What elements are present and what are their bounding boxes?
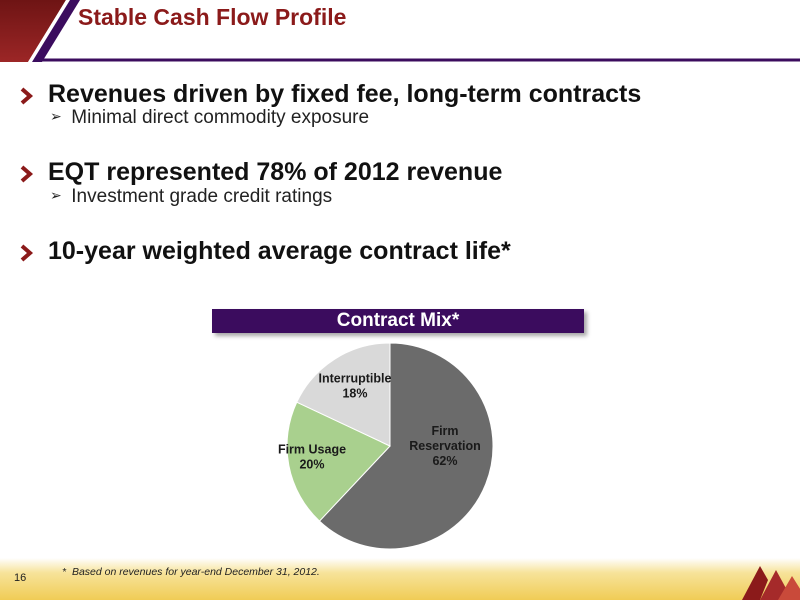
bullet-text: Revenues driven by fixed fee, long-term … [48,80,642,108]
chevron-right-icon [20,87,34,105]
chevron-right-icon [20,165,34,183]
sub-bullet-text: Minimal direct commodity exposure [71,107,370,128]
arrow-icon: ➢ [50,187,62,203]
sub-bullet: ➢ Minimal direct commodity exposure [50,107,369,129]
footnote-marker: * [62,566,67,578]
header-band: Stable Cash Flow Profile [0,0,800,62]
sub-bullet: ➢ Investment grade credit ratings [50,186,332,208]
company-logo [742,566,800,600]
page-number: 16 [14,572,27,584]
pie-slice-interruptible [296,342,391,447]
footnote: * Based on revenues for year-end Decembe… [62,566,320,578]
footer-band [0,550,800,600]
pie-chart: Firm Reservation 62% Firm Usage 20% Interrupt… [278,342,494,550]
footnote-text: Based on revenues for year-end December … [71,566,320,578]
sub-bullet-text: Investment grade credit ratings [71,186,333,207]
pie-label: Firm Reservation 62% [409,424,481,468]
pie-label: Firm Usage 20% [278,443,346,472]
chevron-right-icon [20,244,34,262]
pie-label: Interruptible 18% [319,372,392,401]
bullet-text: EQT represented 78% of 2012 revenue [48,158,503,186]
page-title: Stable Cash Flow Profile [78,4,347,30]
header-graphic [0,0,800,62]
pie-slice-firm-usage [286,401,391,522]
bullet-text: 10-year weighted average contract life* [48,237,511,265]
arrow-icon: ➢ [50,108,62,124]
pie-slice-firm-reservation [318,342,494,550]
footer-graphic [0,558,800,600]
chart-title: Contract Mix* [212,309,584,333]
